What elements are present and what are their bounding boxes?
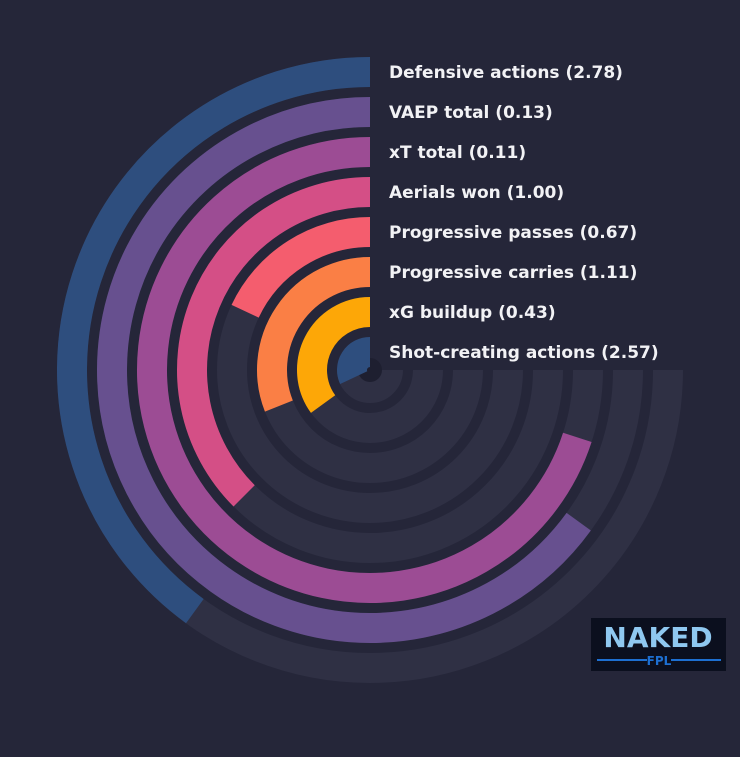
label-xt-total: xT total (0.11) [389, 143, 526, 163]
logo-main-text: NAKED [603, 621, 712, 654]
logo-sub-text: FPL [647, 654, 672, 668]
bar-xg-buildup [297, 297, 371, 413]
label-xg-buildup: xG buildup (0.43) [389, 303, 556, 323]
label-progressive-passes: Progressive passes (0.67) [389, 223, 637, 243]
chart-labels: Defensive actions (2.78) VAEP total (0.13… [389, 63, 659, 363]
label-aerials-won: Aerials won (1.00) [389, 183, 564, 203]
chart-bars [57, 57, 592, 643]
bar-defensive-actions [57, 57, 371, 624]
bar-progressive-carries [257, 257, 371, 412]
bar-xt-total [137, 137, 592, 603]
label-defensive-actions: Defensive actions (2.78) [389, 63, 623, 83]
bar-shot-creating-actions [337, 337, 372, 385]
label-progressive-carries: Progressive carries (1.11) [389, 263, 637, 283]
bar-progressive-passes [231, 217, 371, 318]
naked-fpl-logo: NAKED FPL [591, 618, 726, 671]
label-shot-creating-actions: Shot-creating actions (2.57) [389, 343, 659, 363]
bar-vaep-total [97, 97, 591, 643]
bar-aerials-won [177, 177, 371, 507]
label-vaep-total: VAEP total (0.13) [389, 103, 553, 123]
